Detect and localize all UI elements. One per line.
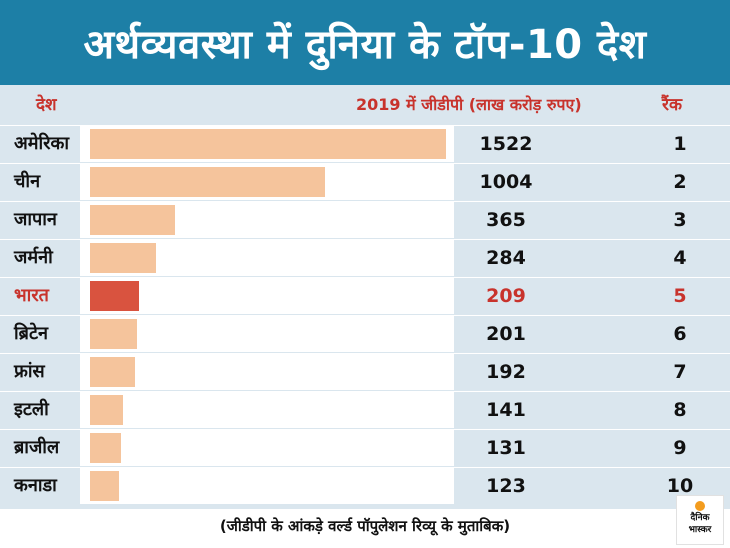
country-column-header: देश [36,95,57,115]
table-row: जापान 365 3 [0,201,730,238]
bar-track [80,202,454,238]
sun-icon [695,501,705,511]
page-title: अर्थव्यवस्था में दुनिया के टॉप-10 देश [83,22,647,68]
country-label: भारत [14,285,49,306]
table-row: चीन 1004 2 [0,163,730,200]
gdp-bar [90,167,325,197]
rank-value: 6 [673,323,687,345]
gdp-value: 123 [486,475,526,497]
table-row: भारत 209 5 [0,277,730,314]
country-label: इटली [14,399,49,420]
gdp-bar [90,281,139,311]
gdp-bar [90,395,123,425]
source-note: (जीडीपी के आंकड़े वर्ल्ड पॉपुलेशन रिव्यू… [219,517,511,535]
country-label: ब्रिटेन [14,323,49,344]
table-row: अमेरिका 1522 1 [0,125,730,162]
rank-value: 5 [673,285,687,307]
gdp-column-header: 2019 में जीडीपी (लाख करोड़ रुपए) [356,95,582,114]
rank-value: 8 [673,399,687,421]
table-row: ब्राजील 131 9 [0,429,730,466]
gdp-bar [90,205,176,235]
gdp-bar [90,357,135,387]
country-label: जापान [14,209,57,230]
rank-value: 10 [666,475,694,497]
gdp-value: 131 [486,437,526,459]
gdp-value: 1004 [479,171,533,193]
gdp-bar [90,471,119,501]
title-bar: अर्थव्यवस्था में दुनिया के टॉप-10 देश [0,0,730,85]
rank-value: 1 [673,133,687,155]
country-label: फ्रांस [14,361,45,382]
bar-track [80,278,454,314]
table-row: इटली 141 8 [0,391,730,428]
country-label: ब्राजील [14,437,60,458]
country-label: जर्मनी [14,247,53,268]
table-row: फ्रांस 192 7 [0,353,730,390]
gdp-value: 365 [486,209,526,231]
bar-track [80,240,454,276]
gdp-value: 141 [486,399,526,421]
logo-line-1: दैनिक [690,513,710,523]
gdp-bar [90,319,137,349]
gdp-value: 209 [486,285,526,307]
footer: (जीडीपी के आंकड़े वर्ल्ड पॉपुलेशन रिव्यू… [0,509,730,548]
bar-track [80,316,454,352]
bar-track [80,126,454,162]
bar-track [80,164,454,200]
rank-value: 2 [673,171,687,193]
rank-value: 7 [673,361,687,383]
rank-value: 4 [673,247,687,269]
gdp-value: 192 [486,361,526,383]
table-row: कनाडा 123 10 [0,467,730,504]
rank-value: 3 [673,209,687,231]
publisher-logo: दैनिक भास्कर [676,495,724,545]
rank-column-header: रैंक [662,95,683,115]
bar-track [80,430,454,466]
country-label: कनाडा [14,475,57,496]
country-label: चीन [14,171,41,192]
gdp-value: 1522 [479,133,533,155]
gdp-bar [90,129,446,159]
table-row: जर्मनी 284 4 [0,239,730,276]
gdp-bar [90,243,157,273]
gdp-table: देश 2019 में जीडीपी (लाख करोड़ रुपए) रैं… [0,85,730,509]
table-row: ब्रिटेन 201 6 [0,315,730,352]
country-label: अमेरिका [14,133,70,154]
bar-track [80,392,454,428]
bar-track [80,354,454,390]
gdp-value: 284 [486,247,526,269]
rank-value: 9 [673,437,687,459]
logo-line-2: भास्कर [688,525,712,535]
gdp-bar [90,433,121,463]
bar-track [80,468,454,504]
gdp-value: 201 [486,323,526,345]
